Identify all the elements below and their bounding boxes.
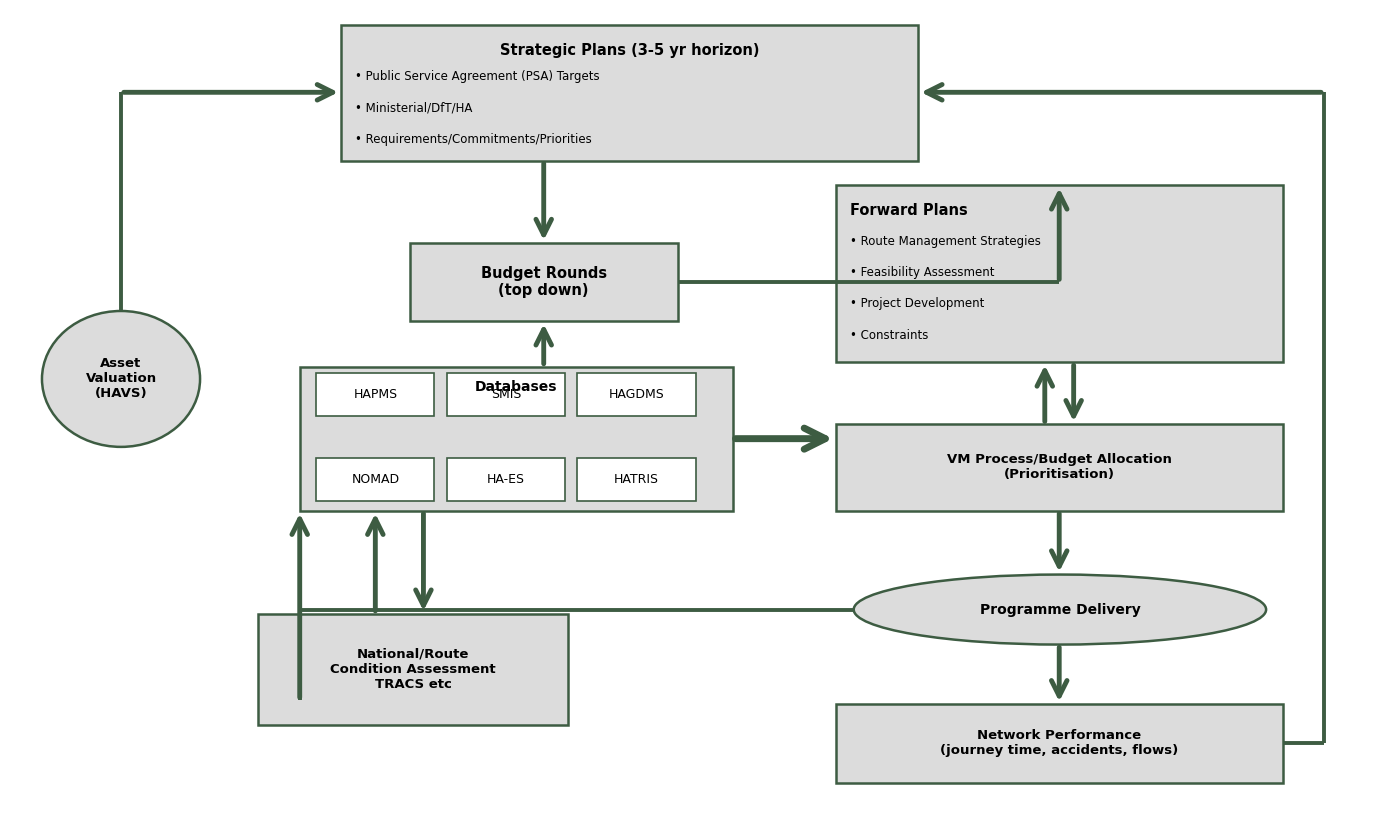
FancyBboxPatch shape: [447, 458, 566, 501]
FancyBboxPatch shape: [259, 614, 568, 725]
FancyBboxPatch shape: [578, 458, 696, 501]
Text: Databases: Databases: [474, 379, 557, 394]
FancyBboxPatch shape: [835, 704, 1282, 783]
Text: SMIS: SMIS: [491, 388, 521, 401]
FancyBboxPatch shape: [578, 374, 696, 416]
Text: • Ministerial/DfT/HA: • Ministerial/DfT/HA: [354, 102, 472, 114]
Text: • Public Service Agreement (PSA) Targets: • Public Service Agreement (PSA) Targets: [354, 70, 599, 83]
FancyBboxPatch shape: [835, 186, 1282, 363]
Text: HAGDMS: HAGDMS: [609, 388, 664, 401]
Text: • Project Development: • Project Development: [849, 297, 983, 310]
FancyBboxPatch shape: [447, 374, 566, 416]
FancyBboxPatch shape: [317, 374, 434, 416]
Text: • Requirements/Commitments/Priorities: • Requirements/Commitments/Priorities: [354, 132, 592, 146]
Text: • Constraints: • Constraints: [849, 329, 928, 342]
Text: Programme Delivery: Programme Delivery: [979, 602, 1141, 617]
Text: Forward Plans: Forward Plans: [849, 204, 967, 219]
Text: NOMAD: NOMAD: [351, 473, 400, 486]
Text: Asset
Valuation
(HAVS): Asset Valuation (HAVS): [86, 358, 156, 400]
FancyBboxPatch shape: [317, 458, 434, 501]
Text: • Feasibility Assessment: • Feasibility Assessment: [849, 266, 994, 279]
FancyBboxPatch shape: [342, 25, 918, 161]
Text: Network Performance
(journey time, accidents, flows): Network Performance (journey time, accid…: [940, 730, 1178, 757]
Text: • Route Management Strategies: • Route Management Strategies: [849, 235, 1040, 248]
Text: Strategic Plans (3-5 yr horizon): Strategic Plans (3-5 yr horizon): [499, 43, 759, 58]
Ellipse shape: [853, 575, 1265, 645]
Text: HAPMS: HAPMS: [353, 388, 397, 401]
Text: HA-ES: HA-ES: [487, 473, 526, 486]
FancyBboxPatch shape: [409, 243, 678, 321]
FancyBboxPatch shape: [300, 367, 733, 511]
Text: HATRIS: HATRIS: [614, 473, 660, 486]
Text: National/Route
Condition Assessment
TRACS etc: National/Route Condition Assessment TRAC…: [331, 648, 496, 691]
Text: VM Process/Budget Allocation
(Prioritisation): VM Process/Budget Allocation (Prioritisa…: [947, 453, 1171, 482]
Ellipse shape: [41, 311, 201, 447]
Text: Budget Rounds
(top down): Budget Rounds (top down): [481, 266, 607, 299]
FancyBboxPatch shape: [835, 424, 1282, 511]
